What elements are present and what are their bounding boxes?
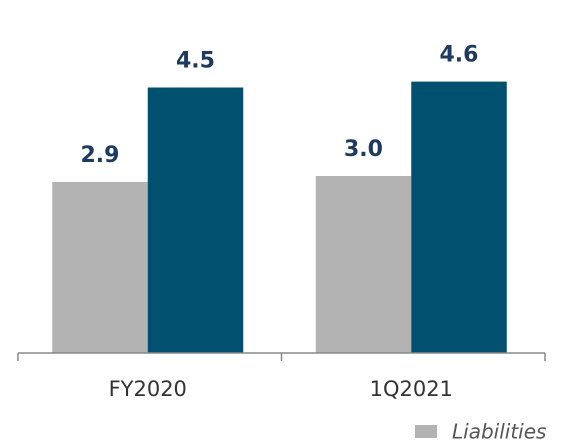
x-tick-label: 1Q2021: [370, 377, 453, 401]
data-label: 3.0: [344, 137, 383, 162]
bar: [411, 81, 507, 353]
bar: [52, 181, 148, 353]
x-tick-label: FY2020: [109, 377, 187, 401]
data-label: 4.5: [176, 49, 215, 74]
data-label: 4.6: [440, 43, 479, 68]
legend-swatch: [415, 425, 437, 438]
bar: [147, 87, 244, 353]
data-label: 2.9: [81, 143, 120, 168]
bar: [315, 176, 412, 353]
legend-label: Liabilities: [452, 420, 546, 444]
